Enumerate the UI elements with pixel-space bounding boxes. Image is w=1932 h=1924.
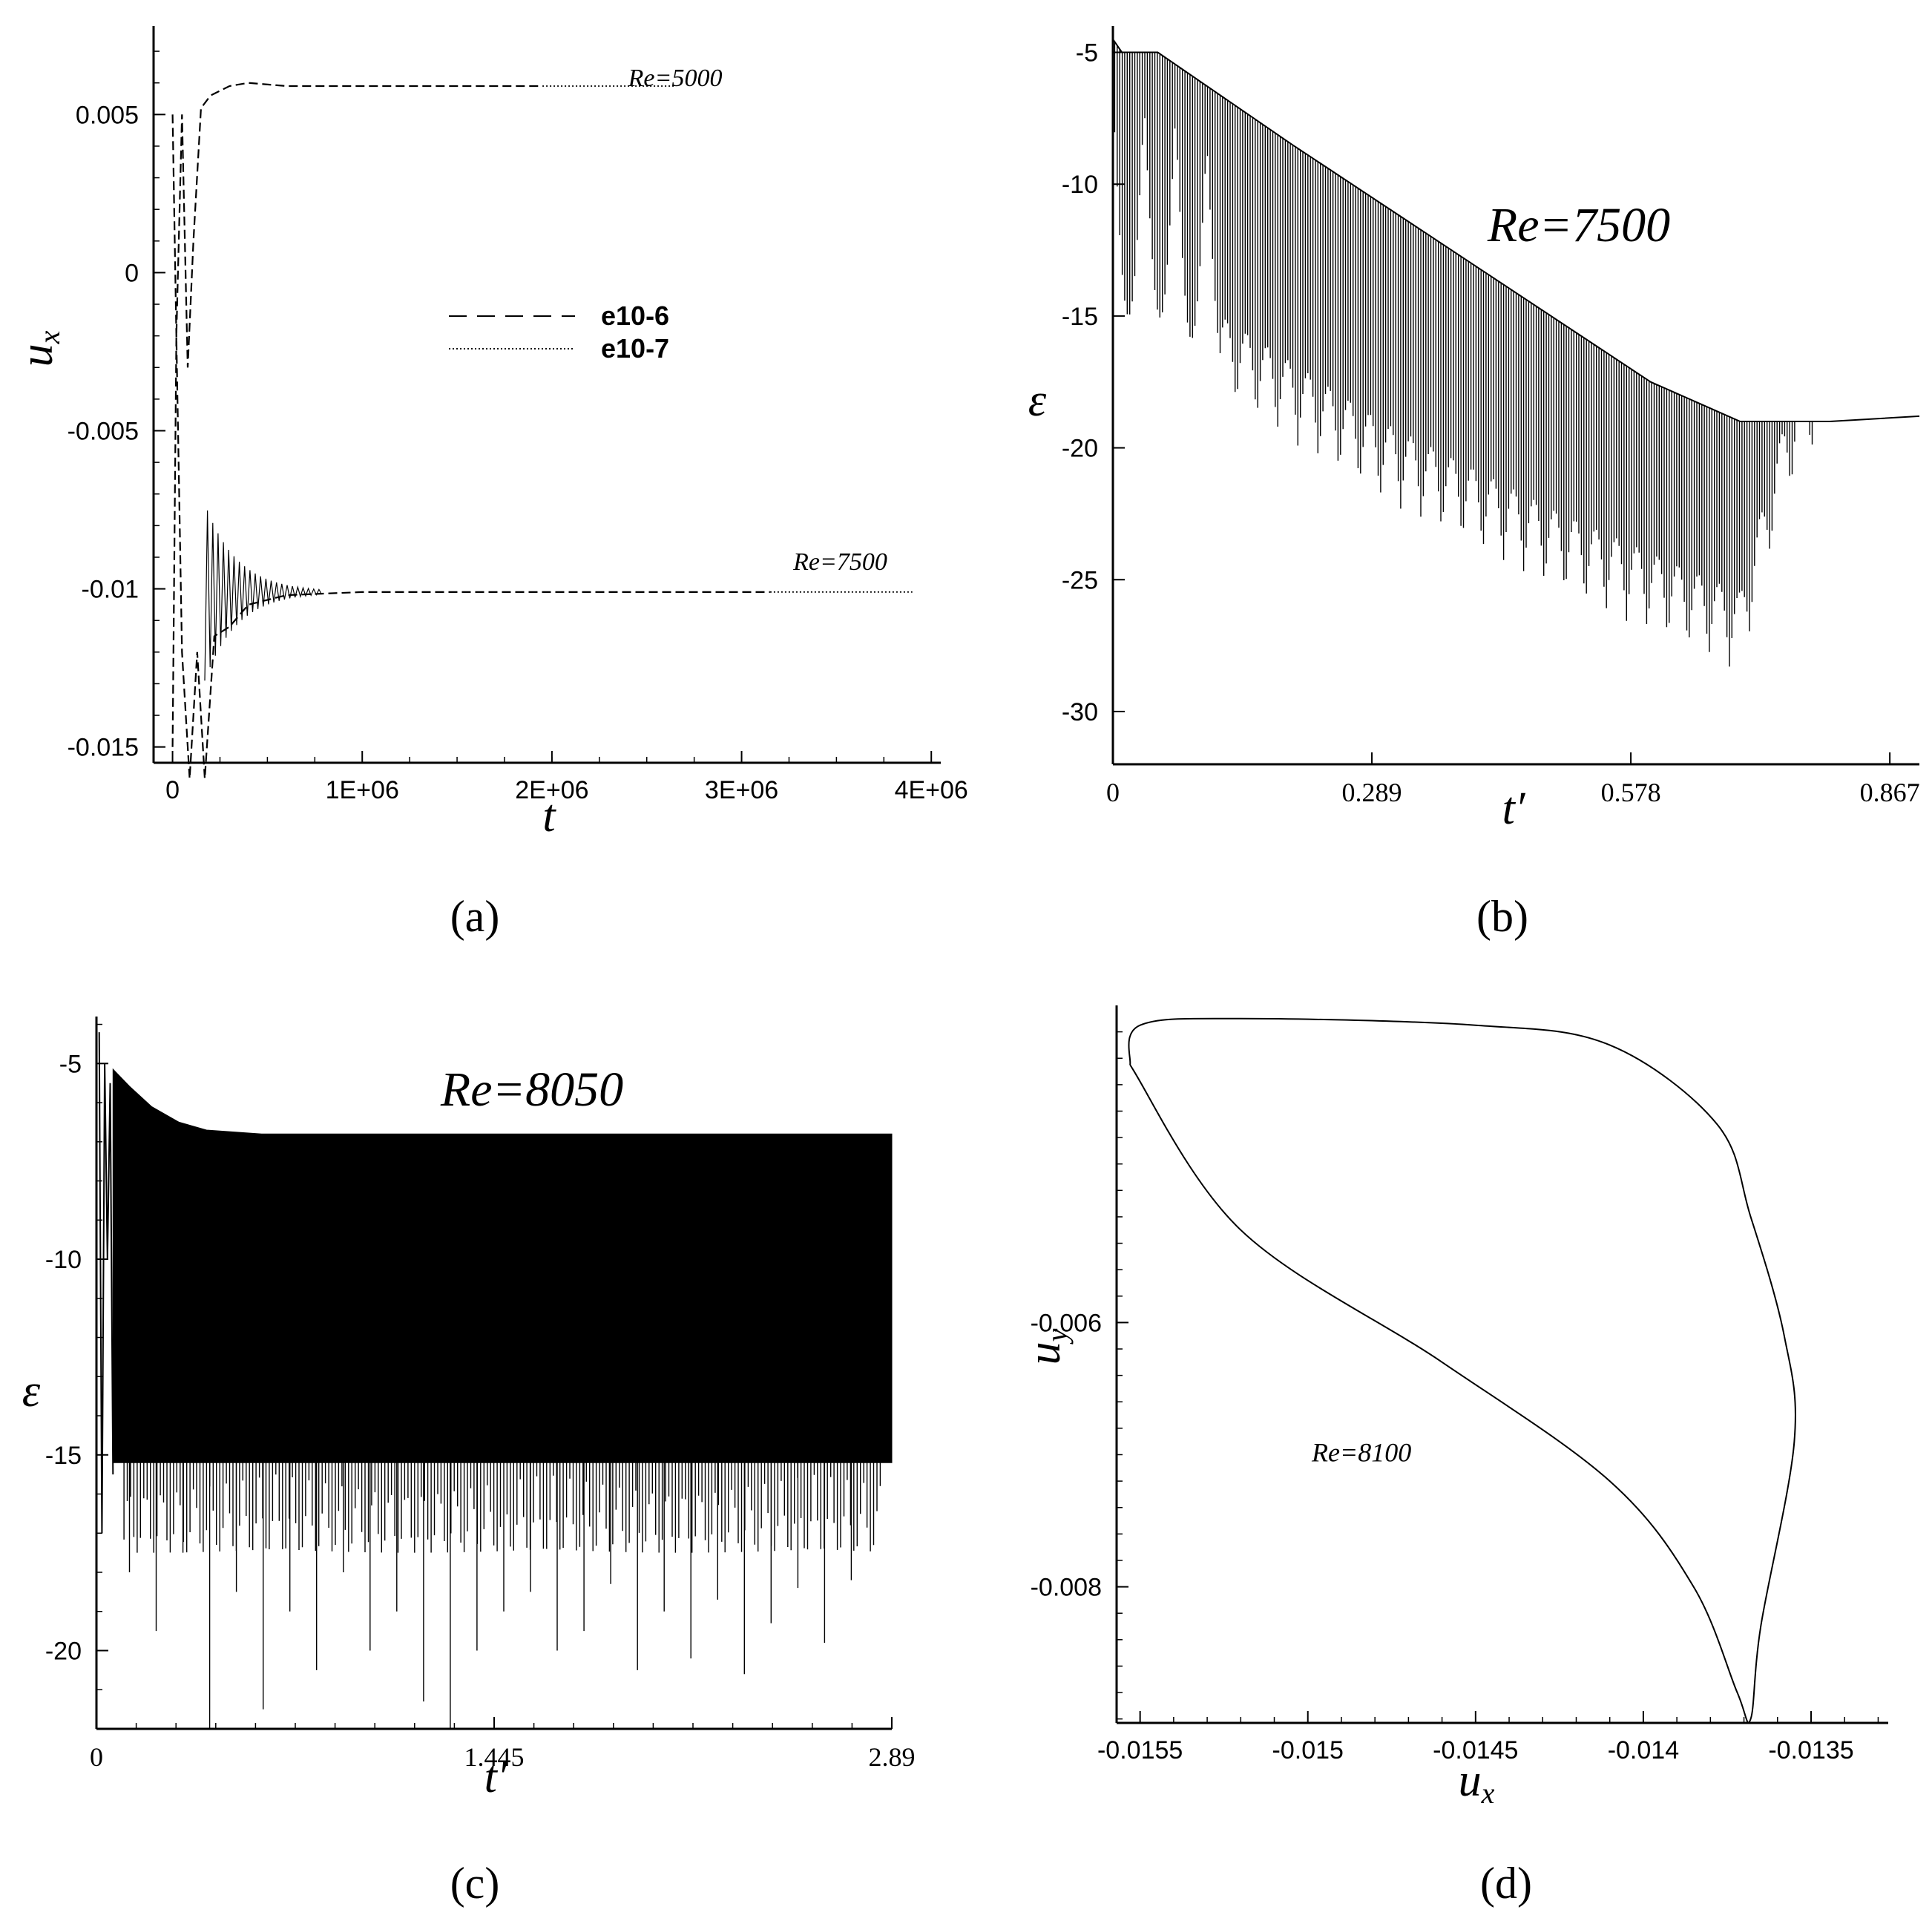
y-tick-label: -5 xyxy=(59,1050,82,1078)
caption: (b) xyxy=(1476,892,1528,941)
panel-b: 0 0.289 0.578 0.867 -5 -10 -15 -20 -25 -30 Re=7500… xyxy=(1028,26,1920,941)
x-tick-label: -0.0145 xyxy=(1433,1736,1518,1764)
y-tick-label: -20 xyxy=(1062,435,1098,463)
y-tick-label: -30 xyxy=(1062,698,1098,726)
x-tick-label: 2E+06 xyxy=(515,776,588,804)
y-tick-label: -0.006 xyxy=(1031,1309,1102,1337)
upper-envelope xyxy=(1112,39,1920,422)
x-tick-label: 0 xyxy=(1106,778,1120,807)
x-tick-label: -0.0135 xyxy=(1768,1736,1853,1764)
y-tick-label: -0.015 xyxy=(68,734,139,762)
y-tick-label: -5 xyxy=(1076,39,1098,68)
y-axis-label: uy xyxy=(1019,1328,1074,1365)
chart-title: Re=7500 xyxy=(1487,198,1670,252)
y-tick-label: -10 xyxy=(1062,171,1098,199)
annotation-0: Re=8100 xyxy=(1311,1437,1411,1467)
annotation-1: Re=7500 xyxy=(792,548,887,576)
y-tick-label: -15 xyxy=(1062,303,1098,331)
x-tick-label: 0.578 xyxy=(1601,778,1661,807)
x-axis-label: t′ xyxy=(1502,784,1526,834)
x-tick-label: 1E+06 xyxy=(326,776,399,804)
y-tick-label: -0.005 xyxy=(68,418,139,446)
series-line-0 xyxy=(171,82,543,747)
early-transient xyxy=(98,1032,114,1534)
caption: (a) xyxy=(450,892,500,941)
panel-d: -0.0155 -0.015 -0.0145 -0.014 -0.0135 -0.006 -… xyxy=(1019,1005,1888,1908)
x-tick-label: -0.014 xyxy=(1608,1736,1679,1764)
x-tick-label: 4E+06 xyxy=(895,776,968,804)
filled-band xyxy=(112,1068,893,1463)
oscillation-band xyxy=(204,510,323,681)
x-tick-label: 1.445 xyxy=(464,1742,525,1772)
caption: (c) xyxy=(450,1859,500,1908)
y-axis-label: ε xyxy=(1028,375,1047,426)
limit-cycle-0 xyxy=(1128,1017,1796,1724)
legend-label-1: e10-7 xyxy=(601,333,669,364)
y-tick-label: -0.008 xyxy=(1031,1574,1102,1602)
x-tick-label: 0 xyxy=(90,1742,103,1772)
series-line-2 xyxy=(171,114,770,779)
x-axis-label: ux xyxy=(1459,1756,1495,1810)
y-tick-label: -10 xyxy=(45,1246,82,1274)
x-tick-label: -0.015 xyxy=(1272,1736,1344,1764)
x-tick-label: 0.867 xyxy=(1860,778,1920,807)
annotation-0: Re=5000 xyxy=(628,65,723,92)
y-tick-label: -0.01 xyxy=(82,576,139,604)
x-tick-label: 2.89 xyxy=(869,1742,916,1772)
caption: (d) xyxy=(1480,1859,1532,1908)
y-tick-label: -25 xyxy=(1062,566,1098,594)
legend-label-0: e10-6 xyxy=(601,301,669,331)
panel-a: 0 1E+06 2E+06 3E+06 4E+06 0.005 0 -0.005 -0.01 -0… xyxy=(12,26,968,941)
y-tick-label: -20 xyxy=(45,1638,82,1666)
x-axis-label: t′ xyxy=(484,1752,508,1802)
x-tick-label: 3E+06 xyxy=(705,776,778,804)
y-tick-label: 0.005 xyxy=(76,101,139,129)
panel-c: 0 1.445 2.89 -5 -10 -15 -20 Re=8050 t′ ε (c) xyxy=(22,1017,916,1908)
spike-trace xyxy=(123,1462,881,1729)
x-tick-label: -0.0155 xyxy=(1097,1736,1183,1764)
y-axis-label: ε xyxy=(22,1366,41,1416)
y-tick-label: 0 xyxy=(125,259,139,287)
y-axis-label: ux xyxy=(12,330,66,367)
oscillation-trace xyxy=(1114,42,1813,667)
x-tick-label: 0 xyxy=(165,776,180,804)
x-tick-label: 0.289 xyxy=(1342,778,1402,807)
chart-title: Re=8050 xyxy=(440,1063,623,1117)
y-tick-label: -15 xyxy=(45,1442,82,1470)
x-axis-label: t xyxy=(542,791,556,841)
